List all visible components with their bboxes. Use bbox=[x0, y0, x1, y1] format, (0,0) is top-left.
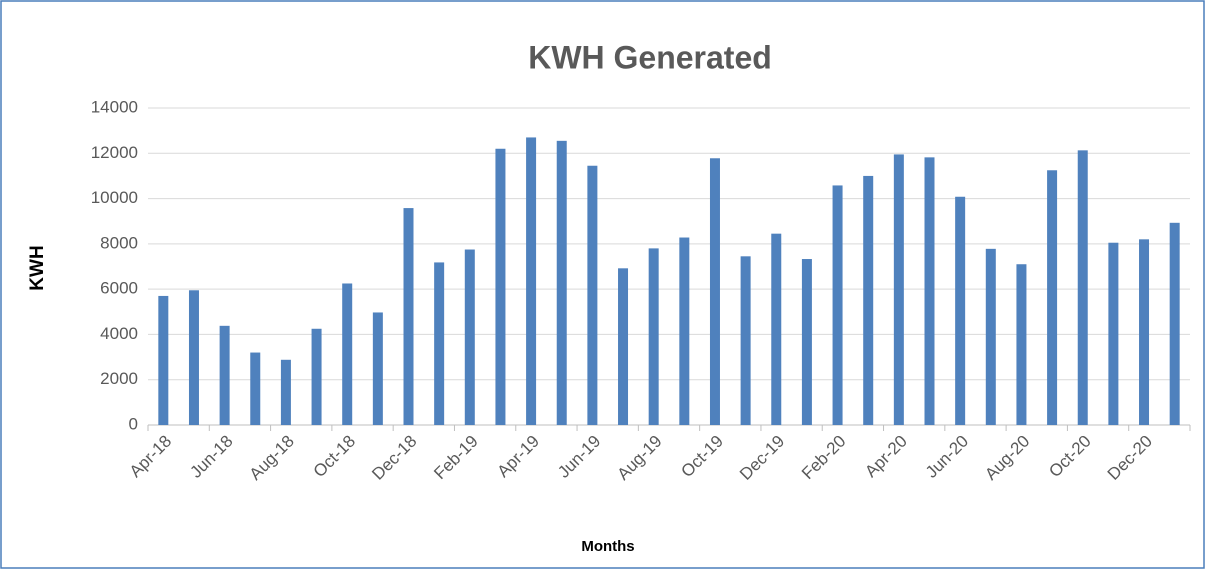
bar bbox=[924, 157, 935, 425]
x-tick-label: Aug-20 bbox=[981, 432, 1033, 484]
bar bbox=[1169, 222, 1180, 425]
bar bbox=[618, 268, 629, 425]
x-tick-label: Oct-18 bbox=[310, 432, 360, 482]
x-tick-label: Apr-20 bbox=[861, 432, 911, 482]
x-tick-label: Feb-20 bbox=[798, 432, 850, 484]
bar bbox=[832, 185, 843, 425]
x-tick-label: Dec-18 bbox=[368, 432, 420, 484]
y-tick-label: 2000 bbox=[100, 369, 138, 388]
bar bbox=[188, 290, 199, 425]
y-tick-label: 4000 bbox=[100, 324, 138, 343]
bar bbox=[556, 140, 567, 425]
bar bbox=[1016, 264, 1027, 425]
x-tick-label: Dec-20 bbox=[1104, 432, 1156, 484]
x-tick-label: Jun-20 bbox=[922, 432, 972, 482]
bar bbox=[526, 137, 537, 425]
bar bbox=[219, 325, 230, 425]
bar bbox=[311, 328, 322, 425]
x-tick-label: Jun-19 bbox=[554, 432, 604, 482]
bar bbox=[709, 158, 720, 425]
bar bbox=[863, 175, 874, 425]
x-tick-label: Jun-18 bbox=[186, 432, 236, 482]
x-tick-label: Apr-18 bbox=[126, 432, 176, 482]
bar bbox=[740, 256, 751, 425]
bar bbox=[1108, 242, 1119, 425]
y-tick-label: 12000 bbox=[91, 143, 138, 162]
bar bbox=[464, 249, 475, 425]
chart-title: KWH Generated bbox=[528, 39, 772, 75]
bar bbox=[587, 165, 598, 425]
bar bbox=[250, 352, 261, 425]
y-tick-label: 10000 bbox=[91, 188, 138, 207]
bar bbox=[648, 248, 659, 425]
bar bbox=[372, 312, 383, 425]
x-tick-label: Dec-19 bbox=[736, 432, 788, 484]
bar bbox=[280, 359, 291, 425]
x-tick-label: Feb-19 bbox=[430, 432, 482, 484]
bar bbox=[434, 262, 445, 425]
y-axis-label: KWH bbox=[27, 245, 48, 290]
x-tick-label: Aug-19 bbox=[613, 432, 665, 484]
y-tick-label: 0 bbox=[129, 414, 138, 433]
bar bbox=[985, 248, 996, 425]
x-axis-label: Months bbox=[581, 538, 634, 555]
y-tick-label: 8000 bbox=[100, 233, 138, 252]
x-tick-label: Oct-20 bbox=[1045, 432, 1095, 482]
bar bbox=[771, 233, 782, 425]
bar bbox=[679, 237, 690, 425]
bar bbox=[1047, 170, 1058, 425]
bar bbox=[893, 154, 904, 426]
bar bbox=[403, 208, 414, 425]
bar bbox=[495, 148, 506, 425]
y-tick-label: 14000 bbox=[91, 97, 138, 116]
y-tick-label: 6000 bbox=[100, 279, 138, 298]
x-tick-label: Oct-19 bbox=[677, 432, 727, 482]
bar bbox=[801, 259, 812, 425]
x-tick-label: Apr-19 bbox=[494, 432, 544, 482]
bar bbox=[158, 295, 169, 425]
x-tick-label: Aug-18 bbox=[246, 432, 298, 484]
bar bbox=[955, 196, 966, 425]
bar bbox=[342, 283, 353, 425]
bar bbox=[1077, 150, 1088, 425]
bar bbox=[1139, 239, 1150, 425]
